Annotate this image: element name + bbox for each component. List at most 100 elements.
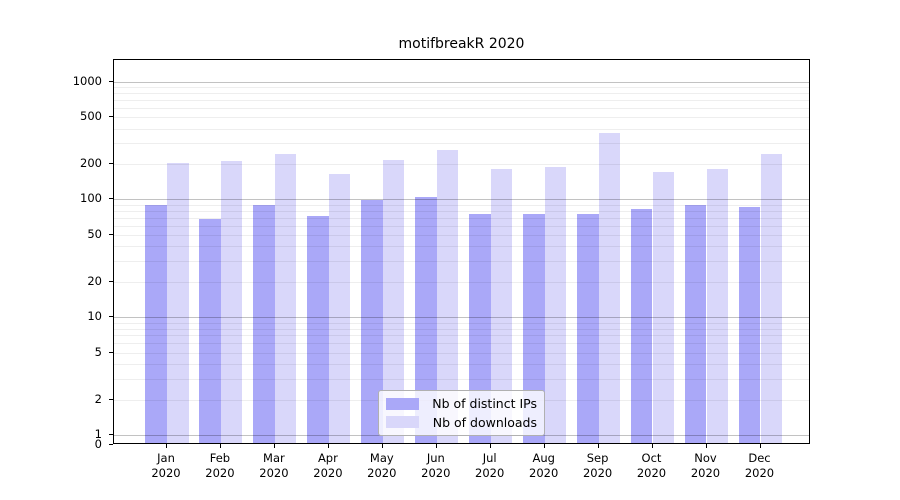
bar-distinct-ips-feb	[199, 218, 221, 443]
bar-distinct-ips-oct	[630, 208, 653, 443]
legend-item-distinct-ips: Nb of distinct IPs	[386, 396, 537, 411]
x-tick-label-apr: Apr 2020	[313, 451, 343, 480]
bar-downloads-sep	[598, 133, 621, 443]
x-tick-mark	[435, 444, 437, 448]
x-tick-label-dec: Dec 2020	[744, 451, 775, 480]
gridline-minor	[114, 87, 809, 88]
gridline-major	[114, 317, 809, 319]
y-tick-label: 20	[87, 273, 102, 288]
gridline-major	[114, 81, 809, 83]
bar-distinct-ips-jul	[469, 214, 491, 443]
gridline-minor	[114, 93, 809, 94]
bar-downloads-jan	[167, 163, 189, 443]
gridline-minor	[114, 246, 809, 248]
y-tick-label: 200	[80, 155, 102, 170]
x-tick-mark	[381, 444, 383, 448]
gridline-minor	[114, 128, 809, 130]
bar-downloads-nov	[706, 168, 729, 443]
bar-downloads-oct	[652, 172, 675, 443]
x-tick-mark	[651, 444, 653, 448]
gridline-major	[114, 199, 809, 201]
gridline-minor	[114, 378, 809, 380]
y-tick-mark	[109, 316, 113, 318]
legend: Nb of distinct IPs Nb of downloads	[378, 390, 545, 436]
gridline-minor	[114, 352, 809, 354]
gridline-minor	[114, 225, 809, 227]
y-tick-mark	[109, 162, 113, 164]
y-tick-mark	[109, 233, 113, 235]
gridline-minor	[114, 335, 809, 337]
legend-item-downloads: Nb of downloads	[386, 415, 537, 430]
x-tick-label-aug: Aug 2020	[529, 451, 559, 480]
gridline-minor	[114, 143, 809, 145]
gridline-minor	[114, 217, 809, 219]
gridline-minor	[114, 343, 809, 345]
x-tick-mark	[597, 444, 599, 448]
gridline-minor	[114, 163, 809, 165]
y-tick-label: 500	[80, 109, 102, 124]
x-tick-label-oct: Oct 2020	[636, 451, 667, 480]
gridline-minor	[114, 234, 809, 236]
y-tick-mark	[109, 398, 113, 400]
bar-distinct-ips-nov	[684, 205, 707, 443]
x-tick-mark	[273, 444, 275, 448]
y-tick-mark	[109, 280, 113, 282]
x-tick-label-feb: Feb 2020	[205, 451, 235, 480]
legend-swatch-distinct-ips	[386, 397, 419, 410]
gridline-minor	[114, 117, 809, 119]
x-tick-label-mar: Mar 2020	[259, 451, 289, 480]
bar-distinct-ips-apr	[307, 215, 329, 443]
y-tick-label: 1000	[72, 73, 102, 88]
gridline-minor	[114, 99, 809, 101]
x-tick-mark	[219, 444, 221, 448]
bar-downloads-apr	[328, 174, 351, 443]
bar-distinct-ips-aug	[523, 213, 545, 443]
gridline-minor	[114, 261, 809, 262]
x-tick-mark	[327, 444, 329, 448]
y-tick-mark	[109, 351, 113, 353]
y-tick-label: 10	[87, 309, 102, 324]
bar-downloads-mar	[274, 153, 297, 443]
bar-distinct-ips-jan	[145, 204, 167, 443]
y-tick-mark	[109, 198, 113, 200]
y-tick-label: 50	[87, 226, 102, 241]
legend-label-downloads: Nb of downloads	[432, 414, 537, 430]
y-tick-mark	[109, 434, 113, 435]
bar-downloads-aug	[544, 166, 567, 443]
x-tick-mark	[759, 444, 761, 448]
gridline-minor	[114, 107, 809, 109]
gridline-minor	[114, 364, 809, 366]
y-tick-mark	[109, 116, 113, 118]
bar-distinct-ips-dec	[738, 206, 761, 443]
x-tick-label-jun: Jun 2020	[421, 451, 451, 480]
x-tick-label-jan: Jan 2020	[151, 451, 181, 480]
bar-downloads-dec	[760, 154, 783, 443]
x-tick-label-nov: Nov 2020	[690, 451, 721, 480]
y-tick-label: 5	[94, 344, 102, 359]
x-tick-label-sep: Sep 2020	[582, 451, 613, 480]
x-tick-label-jul: Jul 2020	[475, 451, 505, 480]
gridline-minor	[114, 210, 809, 212]
x-tick-mark	[489, 444, 491, 448]
x-tick-label-may: May 2020	[367, 451, 397, 480]
bar-distinct-ips-mar	[253, 205, 275, 443]
y-tick-mark	[109, 444, 113, 445]
bar-downloads-jun	[436, 150, 459, 443]
bar-distinct-ips-may	[361, 200, 383, 443]
gridline-minor	[114, 322, 809, 324]
chart-title: motifbreakR 2020	[398, 36, 525, 52]
legend-label-distinct-ips: Nb of distinct IPs	[432, 396, 537, 412]
bar-downloads-feb	[220, 161, 243, 443]
y-tick-mark	[109, 80, 113, 82]
y-tick-label: 2	[94, 391, 102, 406]
x-tick-mark	[543, 444, 545, 448]
gridline-minor	[114, 328, 809, 330]
gridline-minor	[114, 281, 809, 283]
bar-downloads-may	[382, 159, 405, 443]
bar-distinct-ips-sep	[577, 213, 599, 443]
gridline-minor	[114, 204, 809, 206]
x-tick-mark	[166, 444, 167, 448]
plot-area	[113, 59, 810, 444]
x-tick-mark	[705, 444, 707, 448]
